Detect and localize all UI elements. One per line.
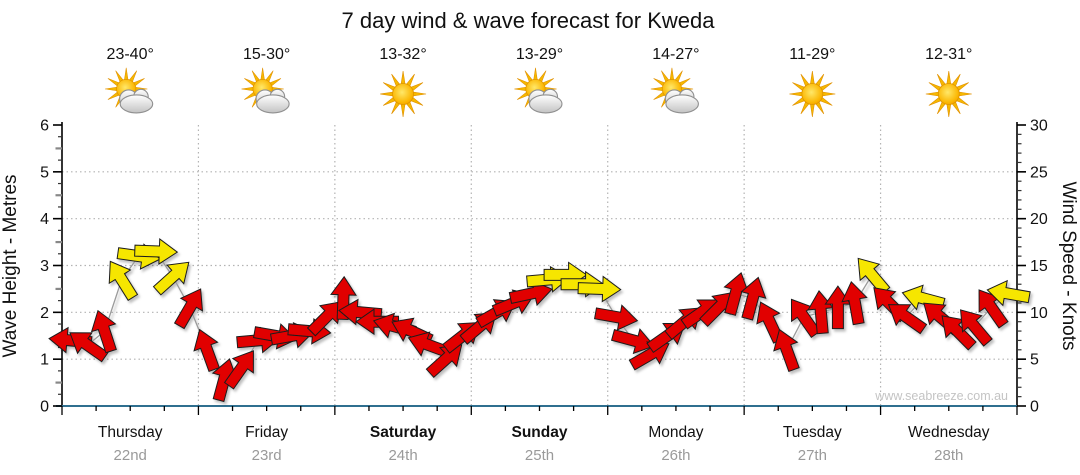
sun-rays (925, 70, 972, 118)
right-axis-tick-label: 15 (1030, 258, 1048, 275)
wind-arrow (887, 304, 928, 335)
left-axis-tick-label: 0 (40, 399, 49, 416)
sun-icon (789, 70, 836, 118)
sun-rays (380, 70, 427, 118)
sun-rays (789, 70, 836, 118)
day-date-label: 23rd (252, 447, 282, 464)
day-name-label: Tuesday (783, 424, 842, 441)
wind-arrow (901, 284, 946, 311)
wind-arrow (90, 309, 117, 354)
sun-disc (937, 83, 960, 105)
day-name-label: Monday (648, 424, 703, 441)
day-name-label: Saturday (370, 424, 437, 441)
sun-icon (380, 70, 427, 118)
wind-arrow (978, 289, 1009, 329)
wind-arrow (960, 309, 993, 347)
day-labels: Thursday 22nd Friday 23rd Saturday 24th Sunday… (98, 424, 990, 464)
right-axis-tick-label: 0 (1030, 399, 1039, 416)
wind-arrow (610, 328, 655, 355)
wind-arrow (193, 328, 220, 373)
wind-arrow (841, 280, 868, 326)
day-name-label: Sunday (512, 424, 568, 441)
sun-cloud-icon (650, 67, 699, 114)
temp-range-label: 11-29° (789, 46, 835, 63)
wind-arrow (223, 350, 254, 390)
right-axis-title: Wind Speed - Knots (1058, 182, 1079, 351)
cloud-icon (528, 88, 563, 114)
wind-arrow (152, 261, 190, 296)
temp-range-label: 23-40° (107, 46, 154, 63)
temp-range-label: 13-32° (379, 46, 426, 63)
wind-arrow (577, 275, 622, 303)
sun-icon (925, 70, 972, 118)
left-axis-tick-label: 6 (40, 118, 49, 135)
left-axis-tick-label: 5 (40, 164, 49, 181)
chart-title: 7 day wind & wave forecast for Kweda (342, 8, 716, 33)
sun-icon (925, 70, 972, 118)
day-date-label: 22nd (114, 447, 147, 464)
right-axis-tick-label: 30 (1030, 118, 1048, 135)
wind-arrow (986, 279, 1031, 307)
temp-range-label: 14-27° (652, 46, 699, 63)
day-date-label: 24th (388, 447, 417, 464)
left-axis-tick-label: 1 (40, 352, 49, 369)
temp-range-label: 15-30° (243, 46, 290, 63)
right-axis-tick-label: 20 (1030, 211, 1048, 228)
left-axis-title: Wave Height - Metres (0, 174, 21, 357)
day-date-label: 28th (934, 447, 963, 464)
day-name-label: Wednesday (908, 424, 990, 441)
cloud-icon (119, 88, 154, 114)
wind-arrow (593, 304, 639, 331)
right-axis-tick-label: 5 (1030, 352, 1039, 369)
sun-cloud-icon (514, 67, 563, 114)
sun-icon (380, 70, 427, 118)
day-name-label: Friday (245, 424, 288, 441)
left-axis-tick-label: 3 (40, 258, 49, 275)
day-name-label: Thursday (98, 424, 163, 441)
sun-cloud-icon (241, 67, 290, 114)
wind-arrow (740, 276, 767, 321)
day-headers: 23-40° 15-30° 13-32° 13-29° 14-27° 11-29° 12-3… (105, 46, 972, 118)
watermark: www.seabreeze.com.au (874, 389, 1008, 403)
temp-range-label: 13-29° (516, 46, 563, 63)
wind-arrow (773, 328, 800, 373)
cloud-icon (664, 88, 699, 114)
axes: 0 1 2 3 4 5 6 0 5 10 15 20 25 30 (40, 118, 1048, 416)
right-axis-tick-label: 10 (1030, 305, 1048, 322)
wind-arrow (425, 344, 463, 379)
left-axis-tick-label: 2 (40, 305, 49, 322)
sun-disc (801, 83, 824, 105)
wind-arrow (857, 257, 891, 296)
gridlines (62, 125, 1017, 406)
sun-cloud-icon (105, 67, 154, 114)
wind-arrow (723, 271, 750, 316)
right-axis-tick-label: 25 (1030, 164, 1048, 181)
cloud-icon (255, 88, 290, 114)
wind-arrow-series (48, 238, 1031, 403)
left-axis-tick-label: 4 (40, 211, 49, 228)
day-date-label: 26th (661, 447, 690, 464)
temp-range-label: 12-31° (925, 46, 972, 63)
wind-arrow (941, 315, 977, 351)
day-date-label: 25th (525, 447, 554, 464)
wind-arrow (108, 260, 139, 302)
sun-disc (392, 83, 414, 105)
day-date-label: 27th (798, 447, 827, 464)
wind-arrow (134, 238, 179, 265)
wind-arrow (173, 288, 204, 330)
sun-icon (789, 70, 836, 118)
